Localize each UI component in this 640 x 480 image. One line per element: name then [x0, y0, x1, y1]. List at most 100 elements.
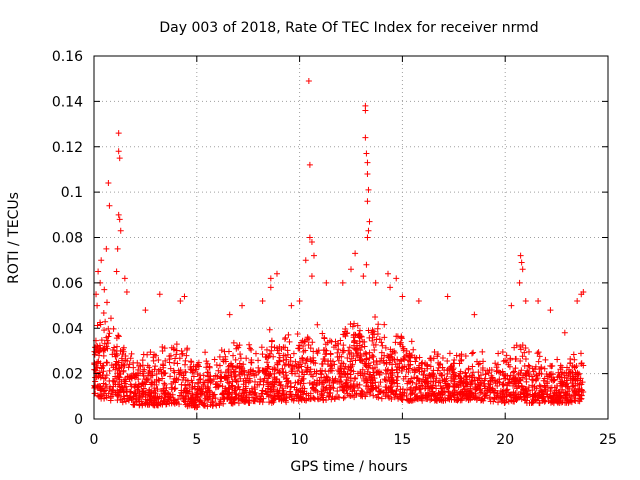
data-point — [381, 376, 388, 383]
data-point — [534, 350, 541, 357]
data-point — [414, 375, 421, 382]
data-point — [226, 311, 233, 318]
data-point — [465, 387, 472, 394]
data-point — [538, 371, 545, 378]
data-point — [358, 333, 365, 340]
data-point — [139, 380, 146, 387]
data-point — [318, 374, 325, 381]
data-point — [284, 383, 291, 390]
x-tick-label: 20 — [496, 432, 514, 448]
data-point — [493, 368, 500, 375]
data-point — [140, 391, 147, 398]
data-point — [170, 378, 177, 385]
data-point — [308, 273, 315, 280]
data-point — [224, 391, 231, 398]
data-point — [382, 344, 389, 351]
data-point — [394, 373, 401, 380]
data-point — [208, 378, 215, 385]
data-point — [139, 357, 146, 364]
data-point — [271, 374, 278, 381]
data-point — [282, 344, 289, 351]
data-point — [301, 371, 308, 378]
data-point — [463, 379, 470, 386]
data-point — [107, 315, 114, 322]
data-point — [578, 395, 585, 402]
data-point — [115, 332, 122, 339]
data-point — [105, 325, 112, 332]
data-point — [430, 371, 437, 378]
data-point — [276, 343, 283, 350]
data-point — [98, 337, 105, 344]
data-point — [341, 387, 348, 394]
data-point — [190, 373, 197, 380]
data-point — [342, 333, 349, 340]
data-point — [289, 366, 296, 373]
data-point — [255, 357, 262, 364]
data-point — [516, 279, 523, 286]
data-point — [206, 372, 213, 379]
data-point — [379, 342, 386, 349]
data-point — [121, 275, 128, 282]
data-point — [478, 397, 485, 404]
data-point — [101, 395, 108, 402]
data-point — [270, 388, 277, 395]
data-point — [431, 348, 438, 355]
data-point — [535, 298, 542, 305]
data-point — [558, 371, 565, 378]
data-point — [374, 331, 381, 338]
y-tick-label: 0.04 — [52, 321, 83, 337]
data-point — [536, 382, 543, 389]
data-point — [244, 375, 251, 382]
data-point — [309, 381, 316, 388]
data-point — [372, 313, 379, 320]
data-point — [298, 388, 305, 395]
data-point — [363, 363, 370, 370]
data-point — [94, 302, 101, 309]
data-point — [366, 349, 373, 356]
data-point — [479, 395, 486, 402]
data-point — [267, 392, 274, 399]
data-point — [297, 380, 304, 387]
data-point — [306, 234, 313, 241]
data-point — [228, 400, 235, 407]
data-point — [256, 393, 263, 400]
data-point — [115, 211, 122, 218]
data-point — [115, 130, 122, 137]
data-point — [545, 373, 552, 380]
data-point — [418, 395, 425, 402]
data-point — [388, 395, 395, 402]
data-point — [265, 393, 272, 400]
data-point — [196, 376, 203, 383]
data-point — [178, 381, 185, 388]
y-tick-label: 0 — [74, 412, 83, 428]
data-point — [269, 378, 276, 385]
data-point — [322, 341, 329, 348]
data-point — [92, 378, 99, 385]
data-point — [211, 356, 218, 363]
data-point — [170, 346, 177, 353]
data-point — [202, 349, 209, 356]
data-point — [266, 326, 273, 333]
data-point — [126, 373, 133, 380]
data-point — [279, 385, 286, 392]
data-point — [365, 186, 372, 193]
data-point — [287, 358, 294, 365]
data-point — [328, 362, 335, 369]
data-point — [329, 358, 336, 365]
data-point — [179, 350, 186, 357]
data-point — [463, 373, 470, 380]
data-point — [391, 356, 398, 363]
data-point — [176, 401, 183, 408]
data-point — [369, 382, 376, 389]
data-point — [184, 345, 191, 352]
data-point — [387, 346, 394, 353]
data-point — [299, 337, 306, 344]
data-point — [378, 339, 385, 346]
data-point — [267, 275, 274, 282]
data-point — [338, 353, 345, 360]
data-point — [575, 398, 582, 405]
data-point — [215, 367, 222, 374]
data-point — [117, 227, 124, 234]
data-point — [261, 375, 268, 382]
data-point — [444, 381, 451, 388]
